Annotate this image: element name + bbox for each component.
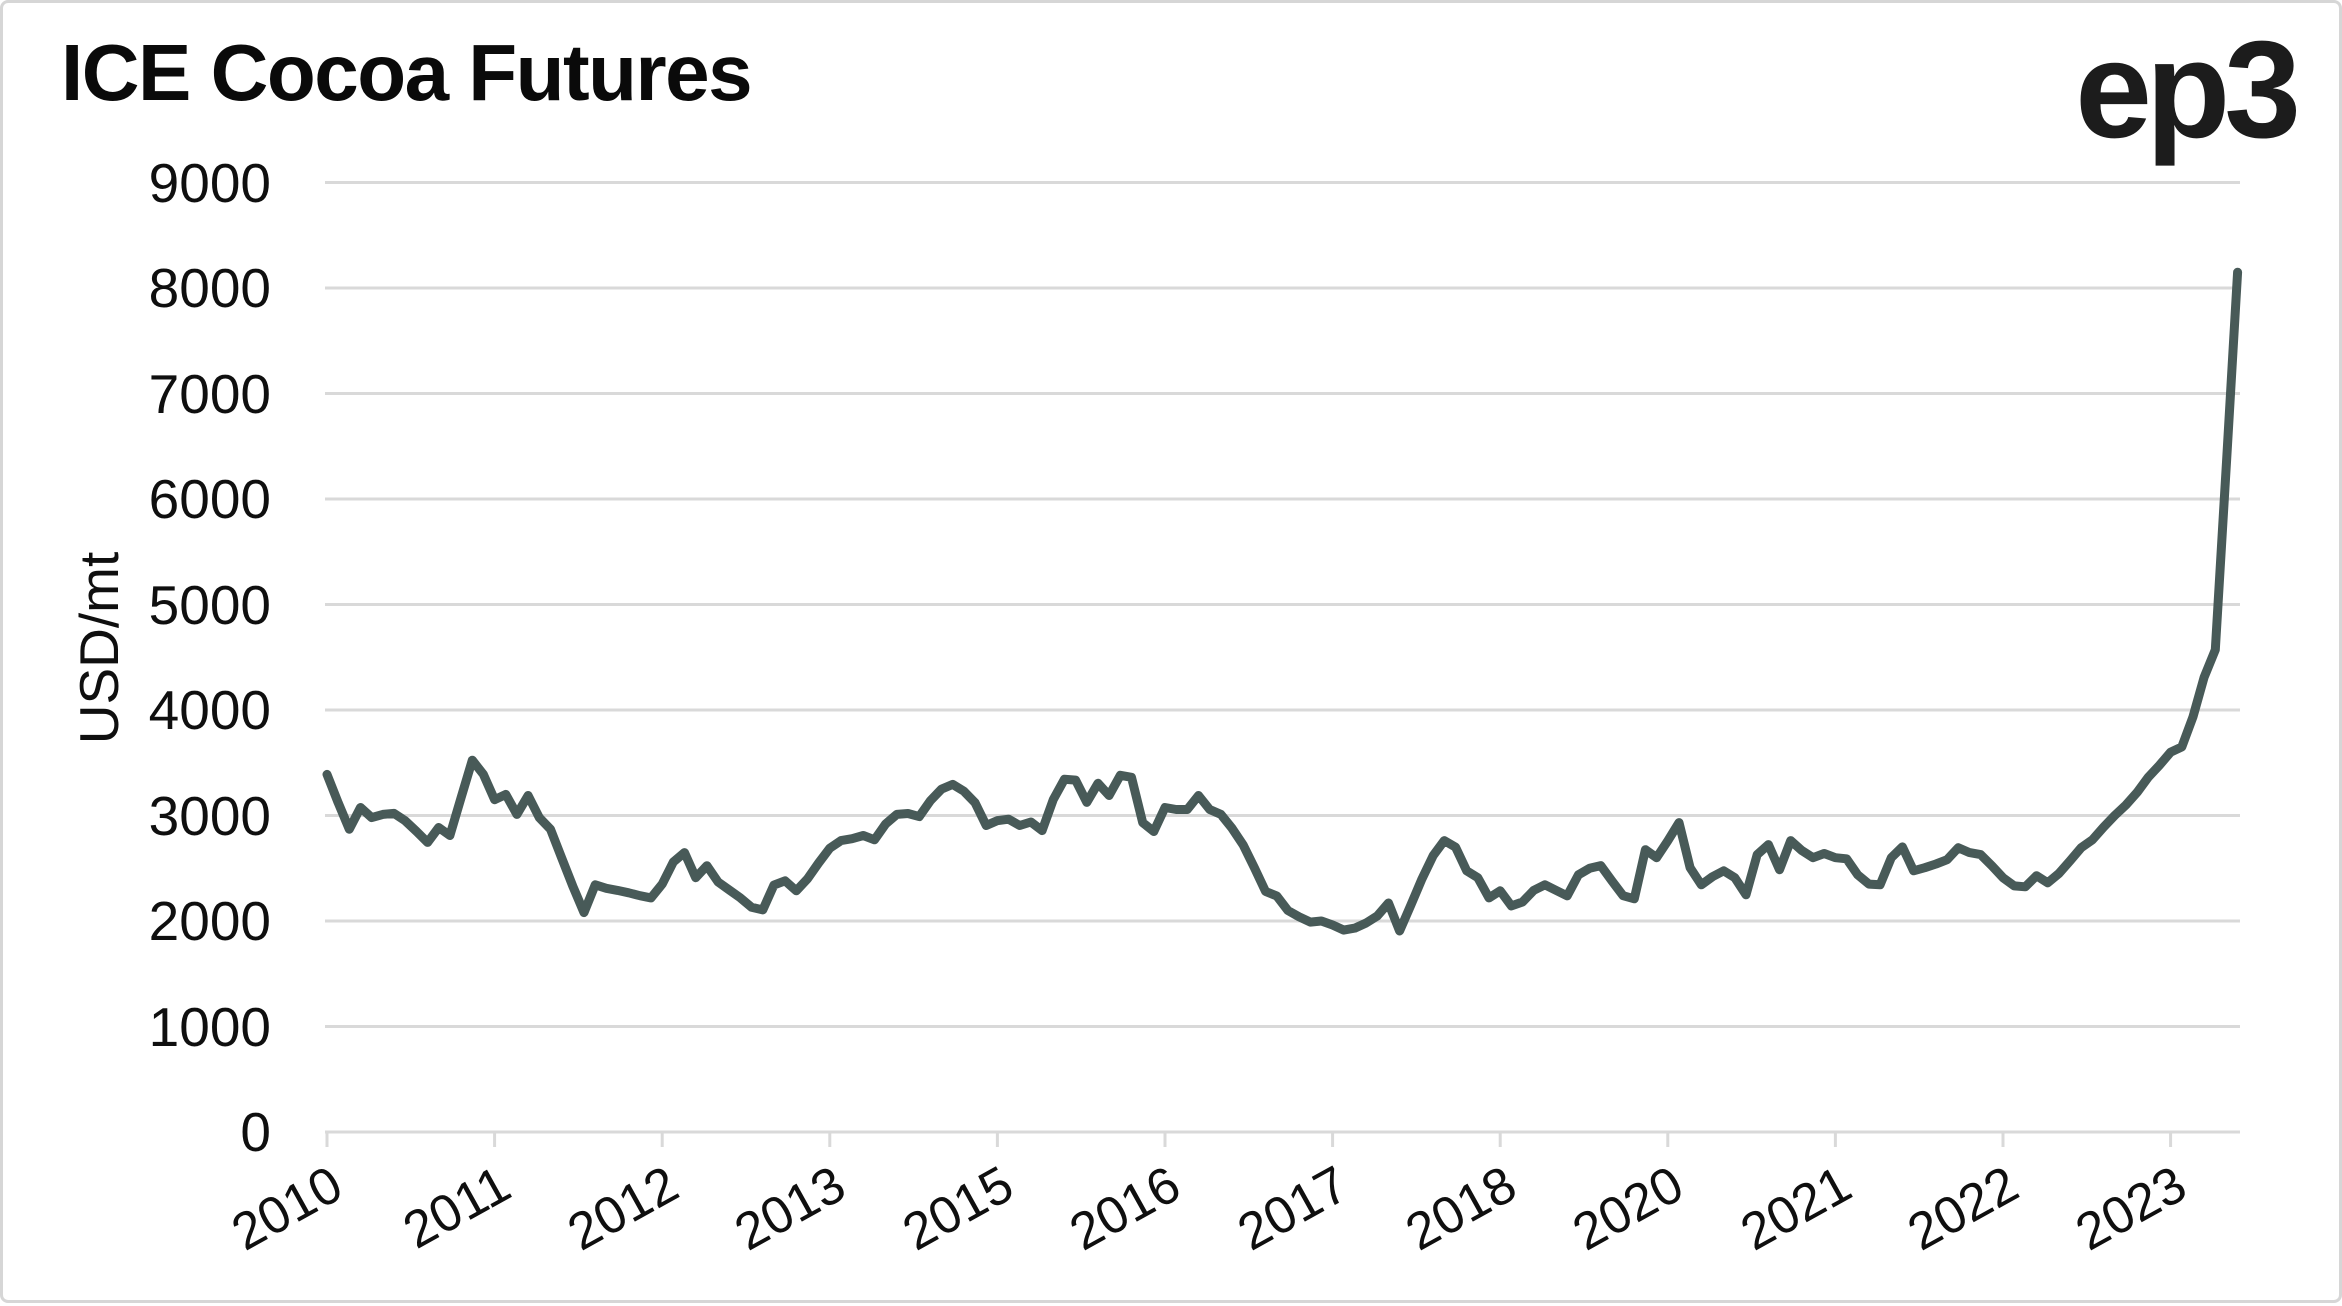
y-tick-label: 8000 [148,257,271,319]
gridline-layer [325,181,2240,1134]
y-tick-label: 5000 [148,573,271,636]
x-tick-layer [325,1132,2173,1147]
chart-title: ICE Cocoa Futures [61,28,753,117]
price-line [322,267,2243,936]
chart-canvas [322,181,2243,1147]
y-tick-label: 3000 [148,784,271,847]
y-tick-label: 7000 [148,362,271,425]
y-tick-label: 4000 [148,679,271,741]
price-line-layer [322,267,2243,936]
y-tick-label: 0 [240,1101,271,1163]
y-tick-label: 6000 [148,468,271,530]
y-tick-label: 2000 [148,890,271,952]
y-tick-label: 1000 [148,995,271,1058]
ep3-logo: ep3 [2075,13,2301,167]
y-tick-label: 9000 [148,151,271,214]
